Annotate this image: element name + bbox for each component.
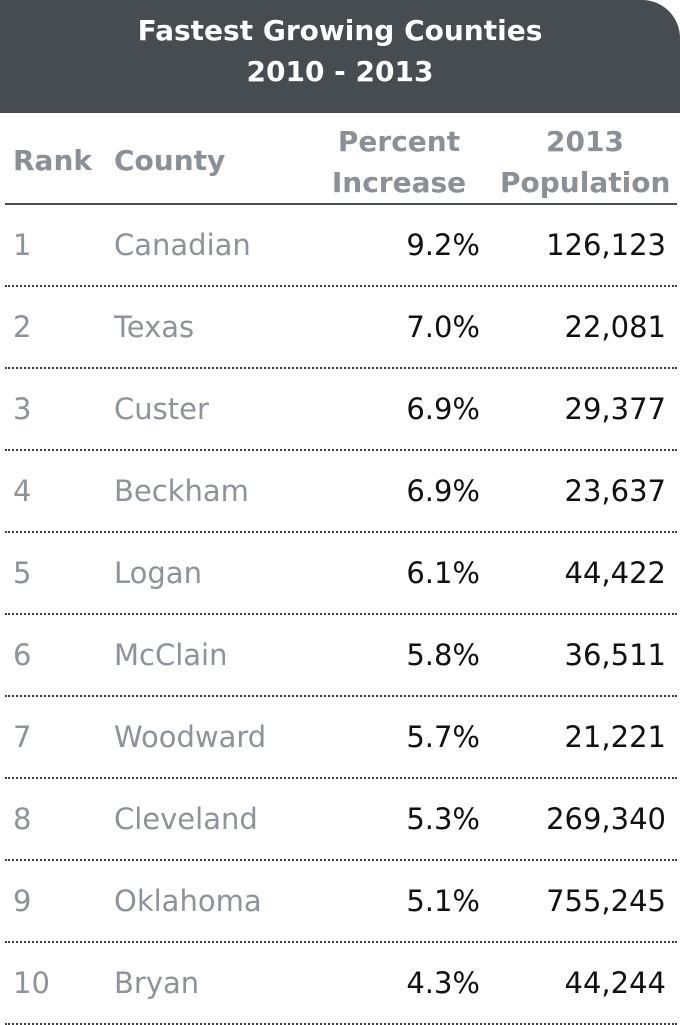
percent-increase-cell: 9.2% <box>406 228 480 262</box>
population-cell: 44,244 <box>564 966 666 1000</box>
row-divider <box>5 367 677 369</box>
county-cell: McClain <box>114 638 228 672</box>
county-cell: Texas <box>114 310 195 344</box>
row-divider <box>5 777 677 779</box>
table-row: 10 Bryan 4.3% 44,244 <box>0 943 680 1025</box>
table-row: 7 Woodward 5.7% 21,221 <box>0 697 680 779</box>
column-header-row: Rank County Percent Increase 2013 Popula… <box>0 113 680 205</box>
percent-increase-cell: 5.1% <box>406 884 480 918</box>
rank-cell: 8 <box>13 802 32 836</box>
row-divider <box>5 285 677 287</box>
percent-increase-cell: 5.7% <box>406 720 480 754</box>
population-cell: 36,511 <box>564 638 666 672</box>
population-cell: 44,422 <box>564 556 666 590</box>
rank-cell: 5 <box>13 556 32 590</box>
county-cell: Canadian <box>114 228 251 262</box>
column-header-percent-line2: Increase <box>331 166 467 199</box>
table-row: 1 Canadian 9.2% 126,123 <box>0 205 680 287</box>
header-divider <box>5 203 677 205</box>
column-header-population-line2: Population <box>500 166 671 199</box>
table-row: 2 Texas 7.0% 22,081 <box>0 287 680 369</box>
population-cell: 22,081 <box>564 310 666 344</box>
table-row: 8 Cleveland 5.3% 269,340 <box>0 779 680 861</box>
table-body: 1 Canadian 9.2% 126,123 2 Texas 7.0% 22,081 3 Cus… <box>0 205 680 1025</box>
column-header-population: 2013 Population <box>500 121 670 203</box>
rank-cell: 10 <box>13 966 50 1000</box>
row-divider <box>5 695 677 697</box>
rank-cell: 6 <box>13 638 32 672</box>
table-row: 6 McClain 5.8% 36,511 <box>0 615 680 697</box>
row-divider <box>5 449 677 451</box>
title-banner: Fastest Growing Counties 2010 - 2013 <box>0 0 680 113</box>
county-cell: Bryan <box>114 966 200 1000</box>
row-divider <box>5 613 677 615</box>
percent-increase-cell: 5.8% <box>406 638 480 672</box>
rank-cell: 3 <box>13 392 32 426</box>
county-cell: Logan <box>114 556 202 590</box>
county-cell: Beckham <box>114 474 249 508</box>
rank-cell: 2 <box>13 310 32 344</box>
county-cell: Oklahoma <box>114 884 262 918</box>
population-cell: 29,377 <box>564 392 666 426</box>
row-divider <box>5 859 677 861</box>
county-cell: Custer <box>114 392 209 426</box>
population-cell: 126,123 <box>546 228 666 262</box>
percent-increase-cell: 6.1% <box>406 556 480 590</box>
column-header-population-line1: 2013 <box>546 125 624 158</box>
column-header-rank: Rank <box>13 144 93 177</box>
table-row: 4 Beckham 6.9% 23,637 <box>0 451 680 533</box>
row-divider <box>5 941 677 943</box>
table-date-range: 2010 - 2013 <box>246 55 434 88</box>
population-cell: 269,340 <box>546 802 666 836</box>
rank-cell: 1 <box>13 228 32 262</box>
row-divider <box>5 531 677 533</box>
percent-increase-cell: 6.9% <box>406 474 480 508</box>
table-row: 5 Logan 6.1% 44,422 <box>0 533 680 615</box>
population-cell: 21,221 <box>564 720 666 754</box>
column-header-county: County <box>114 144 226 177</box>
percent-increase-cell: 7.0% <box>406 310 480 344</box>
column-header-percent-line1: Percent <box>337 125 461 158</box>
percent-increase-cell: 6.9% <box>406 392 480 426</box>
rank-cell: 7 <box>13 720 32 754</box>
rank-cell: 4 <box>13 474 32 508</box>
population-cell: 755,245 <box>546 884 666 918</box>
table-row: 3 Custer 6.9% 29,377 <box>0 369 680 451</box>
table-title: Fastest Growing Counties <box>137 14 543 47</box>
county-cell: Woodward <box>114 720 267 754</box>
percent-increase-cell: 5.3% <box>406 802 480 836</box>
population-cell: 23,637 <box>564 474 666 508</box>
percent-increase-cell: 4.3% <box>406 966 480 1000</box>
column-header-percent-increase: Percent Increase <box>320 121 478 203</box>
county-cell: Cleveland <box>114 802 258 836</box>
rank-cell: 9 <box>13 884 32 918</box>
table-row: 9 Oklahoma 5.1% 755,245 <box>0 861 680 943</box>
